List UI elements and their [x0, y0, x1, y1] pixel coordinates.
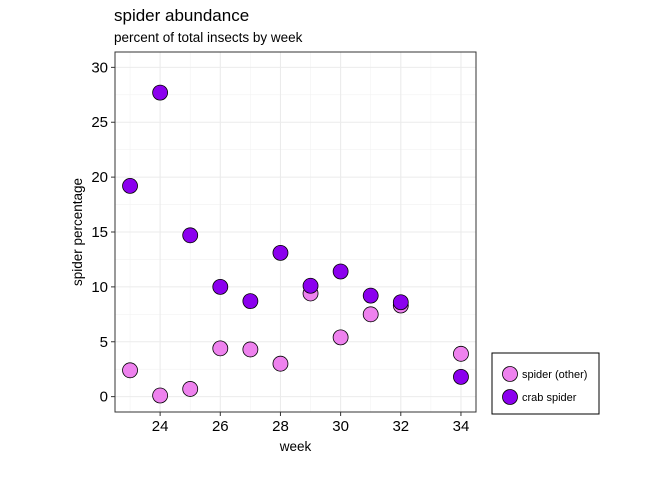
y-tick-label: 30 — [91, 59, 108, 76]
chart-subtitle: percent of total insects by week — [114, 30, 303, 45]
data-point-crab-spider — [152, 84, 169, 101]
data-point-spider-other — [362, 306, 379, 323]
chart-title: spider abundance — [114, 6, 249, 25]
y-tick-label: 0 — [100, 389, 108, 406]
legend-key-crab-spider — [502, 389, 518, 405]
y-tick-label: 20 — [91, 169, 108, 186]
legend-box — [491, 352, 600, 415]
legend-key-spider-other — [502, 366, 518, 382]
x-tick-label: 24 — [152, 418, 169, 435]
legend: spider (other) crab spider — [491, 352, 600, 415]
data-point-spider-other — [152, 387, 169, 404]
y-axis-label: spider percentage — [70, 178, 85, 286]
data-point-crab-spider — [182, 227, 199, 244]
grid — [115, 52, 476, 412]
data-point-spider-other — [182, 381, 199, 397]
data-point-crab-spider — [272, 244, 289, 261]
data-point-crab-spider — [302, 277, 319, 294]
data-point-crab-spider — [362, 287, 379, 304]
data-point-spider-other — [453, 345, 469, 362]
x-tick-label: 32 — [392, 418, 409, 435]
x-tick-label: 26 — [212, 418, 229, 435]
data-point-spider-other — [122, 362, 138, 379]
y-tick-label: 15 — [91, 224, 108, 241]
y-tick-label: 5 — [100, 334, 108, 351]
x-tick-label: 34 — [453, 418, 470, 435]
data-point-spider-other — [212, 340, 229, 357]
axis-ticks: 24 26 28 30 32 34 0 5 10 15 20 25 30 — [91, 59, 469, 435]
data-point-spider-other — [242, 341, 259, 358]
data-point-crab-spider — [332, 263, 349, 280]
x-axis-label: week — [279, 439, 312, 454]
data-points — [122, 84, 469, 404]
data-point-spider-other — [272, 355, 289, 372]
data-point-spider-other — [332, 329, 349, 346]
x-tick-label: 28 — [272, 418, 289, 435]
legend-label-crab-spider: crab spider — [522, 392, 577, 404]
data-point-crab-spider — [242, 293, 259, 310]
legend-label-spider-other: spider (other) — [522, 369, 587, 381]
data-point-crab-spider — [392, 294, 409, 311]
data-point-crab-spider — [122, 178, 138, 194]
data-point-crab-spider — [212, 278, 229, 295]
y-tick-label: 25 — [91, 114, 108, 131]
data-point-crab-spider — [453, 368, 469, 385]
y-tick-label: 10 — [91, 279, 108, 296]
x-tick-label: 30 — [332, 418, 349, 435]
